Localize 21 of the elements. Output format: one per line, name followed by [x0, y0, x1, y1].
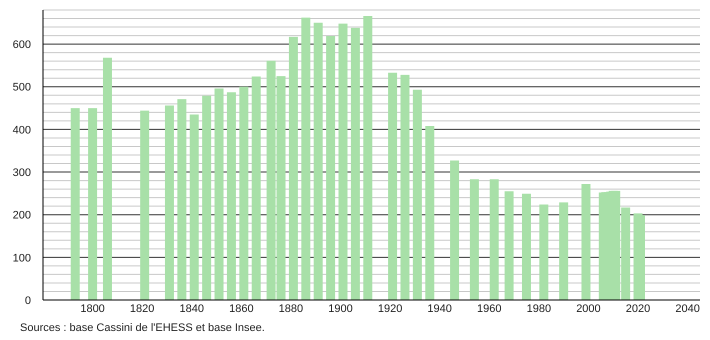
x-tick-label: 1940 [427, 302, 452, 315]
x-tick-label: 2040 [675, 302, 700, 315]
x-tick-label: 2020 [626, 302, 650, 315]
y-tick-label: 0 [24, 294, 31, 307]
x-tick-label: 1960 [477, 302, 502, 315]
y-tick-label: 300 [12, 166, 31, 179]
y-tick-label: 600 [12, 39, 31, 52]
x-tick-label: 1820 [130, 302, 154, 315]
x-tick-label: 1920 [378, 302, 402, 315]
y-tick-label: 100 [12, 252, 31, 264]
x-tick-label: 1840 [180, 302, 204, 315]
y-tick-label: 200 [12, 210, 31, 222]
x-tick-label: 1860 [229, 302, 254, 315]
y-tick-label: 400 [12, 124, 31, 136]
x-tick-label: 1800 [80, 302, 105, 315]
y-tick-label: 500 [12, 82, 31, 94]
source-note: Sources : base Cassini de l'EHESS et base Insee. [20, 322, 265, 334]
x-tick-label: 1900 [328, 302, 353, 315]
x-tick-label: 2000 [576, 302, 601, 315]
x-tick-label: 1880 [278, 302, 304, 315]
x-tick-label: 1980 [526, 302, 552, 315]
